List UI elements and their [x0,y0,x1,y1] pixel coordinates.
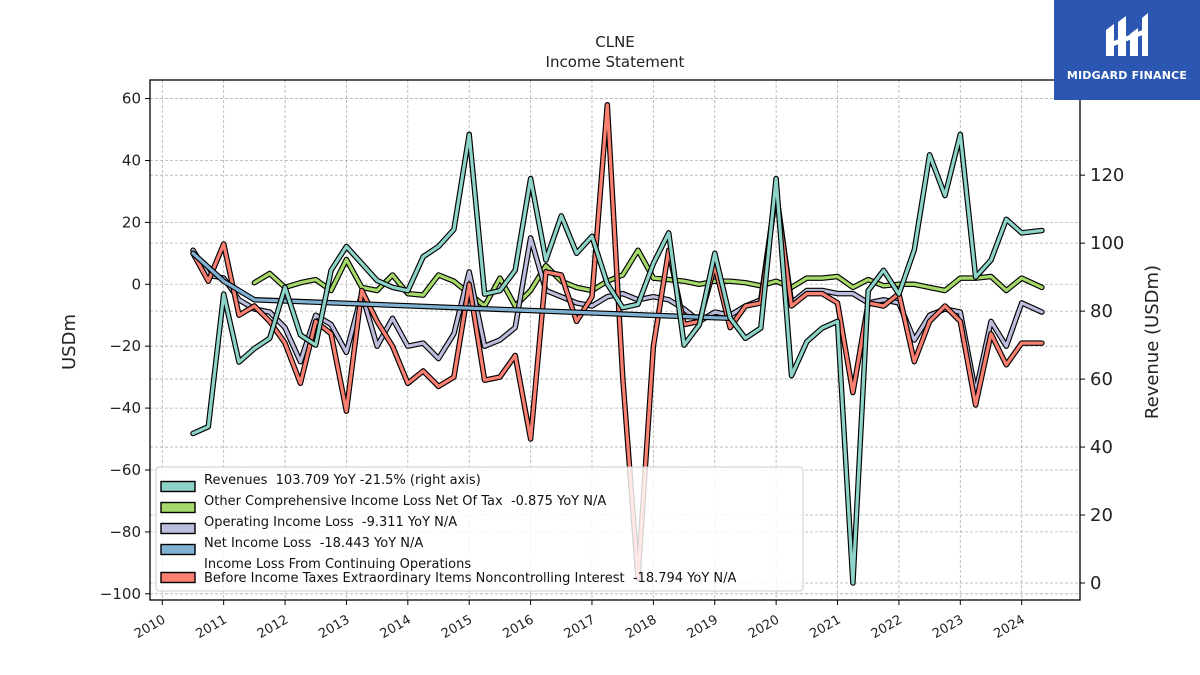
legend-box [155,466,804,592]
legend-swatch-pretax [160,571,196,584]
x-tick-label: 2019 [685,612,721,642]
x-tick-label: 2010 [132,612,168,642]
y-tick-label: −20 [109,337,141,355]
right-y-axis: 120 100 80 60 40 20 0 [1080,165,1124,594]
y-tick-label: 60 [122,90,141,108]
plot-frame [149,79,1081,601]
legend: Revenues 103.709 YoY -21.5% (right axis)… [155,466,804,592]
y-tick-label: 40 [122,151,141,169]
brand-logo: MIDGARD FINANCE [1054,0,1200,100]
legend-swatch-net_loss [160,543,196,556]
legend-label-revenues: Revenues 103.709 YoY -21.5% (right axis) [204,473,481,488]
x-tick-label: 2017 [562,612,598,642]
legend-label-other_ci: Other Comprehensive Income Loss Net Of T… [204,494,606,509]
y-right-tick-label: 40 [1090,437,1113,458]
x-axis: 2010 2011 2012 2013 2014 2015 2016 2017 2018 2019… [132,600,1028,642]
series-line-revenues [191,132,1044,585]
x-tick-label: 2014 [378,612,414,642]
legend-label-net_loss: Net Income Loss -18.443 YoY N/A [204,536,423,551]
y-right-tick-label: 20 [1090,505,1113,526]
x-tick-label: 2011 [194,612,230,642]
chart-subtitle: Income Statement [546,53,685,71]
x-tick-label: 2016 [500,612,536,642]
y-tick-label: −40 [109,399,141,417]
x-tick-label: 2015 [439,612,475,642]
x-tick-label: 2020 [746,612,782,642]
left-y-axis: 60 40 20 0 −20 −40 −60 −80 −100 [100,90,150,603]
x-tick-label: 2024 [992,612,1028,642]
legend-swatch-other_ci [160,501,196,514]
y-axis-label-right: Revenue (USDm) [1142,265,1163,419]
y-right-tick-label: 60 [1090,369,1113,390]
x-tick-label: 2023 [930,612,966,642]
brand-name: MIDGARD FINANCE [1066,69,1188,82]
midgard-logo-icon [1106,13,1148,56]
y-right-tick-label: 100 [1090,233,1124,254]
series-line-pretax [191,103,1044,580]
legend-label-pretax: Income Loss From Continuing Operations Be… [204,557,737,586]
x-tick-label: 2021 [807,612,843,642]
legend-label-op_loss: Operating Income Loss -9.311 YoY N/A [204,515,457,530]
series-lines [190,102,1045,586]
x-tick-label: 2022 [869,612,905,642]
x-tick-label: 2013 [316,612,352,642]
legend-swatch-revenues [160,480,196,493]
x-tick-label: 2018 [623,612,659,642]
y-axis-label-left: USDm [59,314,80,370]
gridlines [150,80,1080,600]
chart-title: CLNE [595,33,635,51]
legend-swatch-op_loss [160,522,196,535]
x-tick-label: 2012 [255,612,291,642]
y-tick-label: 20 [122,213,141,231]
y-tick-label: −100 [100,585,141,603]
y-tick-label: −60 [109,461,141,479]
y-right-tick-label: 80 [1090,301,1113,322]
y-tick-label: −80 [109,523,141,541]
y-tick-label: 0 [131,275,141,293]
series-line-net_loss [191,251,732,320]
y-right-tick-label: 0 [1090,573,1101,594]
y-right-tick-label: 120 [1090,165,1124,186]
